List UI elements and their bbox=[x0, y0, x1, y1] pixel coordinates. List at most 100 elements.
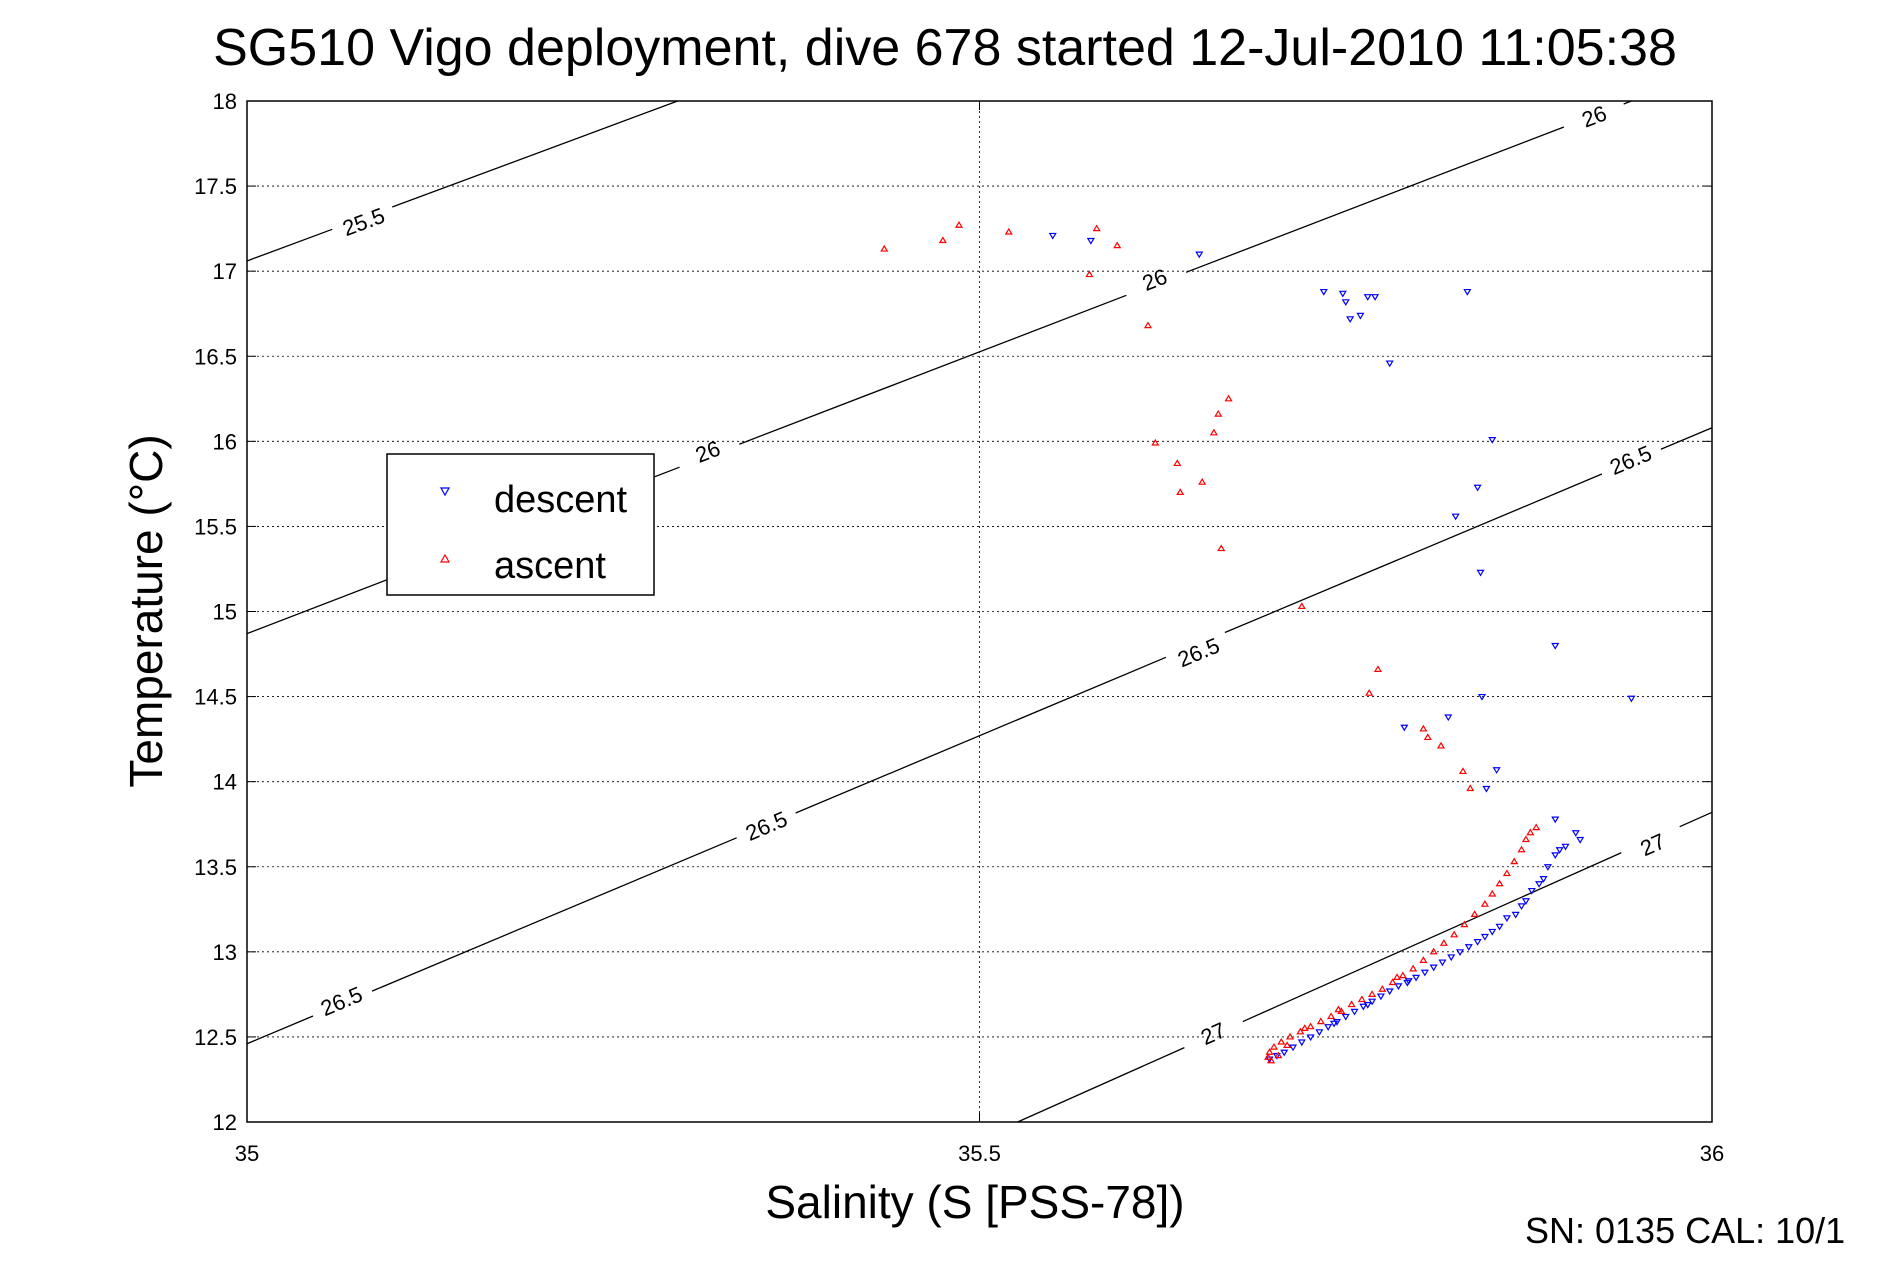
descent-point bbox=[1385, 360, 1394, 368]
descent-point bbox=[1521, 898, 1530, 905]
contour-segment bbox=[739, 294, 1127, 445]
descent-point bbox=[1356, 312, 1365, 320]
ascent-point bbox=[1373, 665, 1383, 672]
ascent-point bbox=[1085, 270, 1094, 278]
contour-segment bbox=[391, 100, 678, 208]
descent-point bbox=[1495, 923, 1504, 931]
descent-point bbox=[1288, 1044, 1298, 1052]
descent-point bbox=[1555, 847, 1564, 854]
descent-point bbox=[1350, 1008, 1359, 1016]
legend-ascent-label: ascent bbox=[494, 545, 606, 587]
descent-point bbox=[1477, 693, 1487, 701]
y-tick-label: 13 bbox=[213, 940, 237, 965]
ascent-point bbox=[1113, 241, 1122, 249]
ascent-point bbox=[1316, 1017, 1325, 1025]
y-tick-label: 17 bbox=[213, 259, 237, 284]
ascent-point bbox=[1450, 930, 1459, 938]
y-tick-label: 13.5 bbox=[194, 855, 237, 880]
descent-point bbox=[1447, 954, 1456, 962]
ascent-point bbox=[1264, 1053, 1273, 1060]
descent-point bbox=[1297, 1039, 1306, 1047]
ascent-point bbox=[1004, 227, 1013, 235]
ascent-point bbox=[1510, 857, 1519, 865]
ascent-point bbox=[1502, 869, 1511, 877]
data-points bbox=[880, 221, 1636, 1064]
descent-point bbox=[1463, 288, 1472, 296]
descent-point bbox=[1306, 1034, 1315, 1042]
descent-point bbox=[1492, 767, 1501, 774]
descent-point bbox=[1319, 288, 1328, 296]
ascent-point bbox=[1217, 544, 1226, 552]
contour-segment bbox=[795, 656, 1167, 814]
contour-segment bbox=[1660, 427, 1713, 450]
y-tick-label: 16 bbox=[213, 429, 237, 454]
descent-point bbox=[1341, 299, 1350, 306]
contour-label: 26.5 bbox=[742, 806, 791, 846]
ascent-point bbox=[880, 244, 889, 252]
legend-descent-marker bbox=[439, 487, 451, 497]
descent-point bbox=[1551, 852, 1560, 860]
ascent-point bbox=[1176, 488, 1185, 495]
y-tick-label: 14.5 bbox=[194, 685, 237, 710]
ascent-point bbox=[1297, 602, 1306, 609]
y-tick-label: 18 bbox=[213, 89, 237, 114]
ascent-point bbox=[1436, 741, 1446, 749]
descent-point bbox=[1488, 928, 1497, 936]
ascent-point bbox=[1151, 438, 1160, 446]
ascent-point bbox=[1277, 1037, 1286, 1045]
ascent-point bbox=[1409, 964, 1418, 972]
ascent-point bbox=[1347, 1000, 1356, 1008]
ascent-point bbox=[1306, 1022, 1315, 1030]
descent-point bbox=[1048, 232, 1057, 240]
descent-point bbox=[1359, 1003, 1368, 1011]
descent-point bbox=[1412, 974, 1421, 982]
descent-point bbox=[1363, 294, 1372, 301]
chart-title: SG510 Vigo deployment, dive 678 started … bbox=[213, 19, 1677, 77]
descent-point bbox=[1370, 294, 1380, 301]
ascent-point bbox=[1423, 733, 1432, 741]
ascent-point bbox=[1460, 920, 1469, 928]
contour-segment bbox=[1242, 852, 1622, 1023]
ascent-point bbox=[1300, 1024, 1309, 1032]
ascent-point bbox=[1388, 978, 1397, 986]
contour-segment bbox=[1224, 473, 1603, 634]
descent-point bbox=[1329, 1020, 1339, 1028]
serial-calibration-note: SN: 0135 CAL: 10/1 bbox=[1525, 1210, 1846, 1251]
axis-ticks: 12 12.5 13 13.5 14 14.5 15 15.5 16 16.5 17 17.5 18 35… bbox=[194, 89, 1724, 1166]
x-tick-label: 35 bbox=[235, 1141, 259, 1166]
ascent-point bbox=[1269, 1042, 1279, 1050]
ascent-point bbox=[1439, 939, 1448, 946]
descent-point bbox=[1086, 237, 1095, 245]
ascent-point bbox=[1470, 910, 1479, 917]
contour-segment bbox=[246, 228, 333, 262]
ascent-point bbox=[1274, 1051, 1283, 1059]
contour-segment bbox=[1017, 1047, 1185, 1123]
descent-point bbox=[1473, 939, 1482, 946]
ascent-point bbox=[1495, 879, 1504, 887]
y-axis-label: Temperature (°C) bbox=[120, 434, 172, 787]
contour-label: 26 bbox=[1139, 264, 1171, 296]
descent-point bbox=[1517, 903, 1526, 911]
descent-point bbox=[1400, 724, 1409, 732]
ascent-point bbox=[1521, 835, 1530, 843]
ascent-point bbox=[1419, 724, 1428, 732]
x-tick-label: 35.5 bbox=[958, 1141, 1001, 1166]
ascent-point bbox=[1265, 1048, 1274, 1055]
contour-segment bbox=[1185, 126, 1565, 273]
ascent-point bbox=[1334, 1005, 1343, 1013]
descent-point bbox=[1451, 513, 1460, 521]
ascent-point bbox=[1368, 990, 1377, 997]
descent-point bbox=[1195, 251, 1204, 259]
ascent-point bbox=[1327, 1012, 1336, 1020]
contour-label: 26.5 bbox=[317, 981, 366, 1021]
x-tick-label: 36 bbox=[1700, 1141, 1724, 1166]
descent-point bbox=[1502, 915, 1511, 922]
ascent-point bbox=[1429, 947, 1438, 955]
descent-point bbox=[1338, 290, 1347, 298]
y-tick-label: 17.5 bbox=[194, 174, 237, 199]
ascent-point bbox=[1480, 900, 1489, 907]
descent-point bbox=[1438, 959, 1447, 967]
contour-segment bbox=[1679, 811, 1713, 828]
ascent-point bbox=[1143, 321, 1153, 329]
